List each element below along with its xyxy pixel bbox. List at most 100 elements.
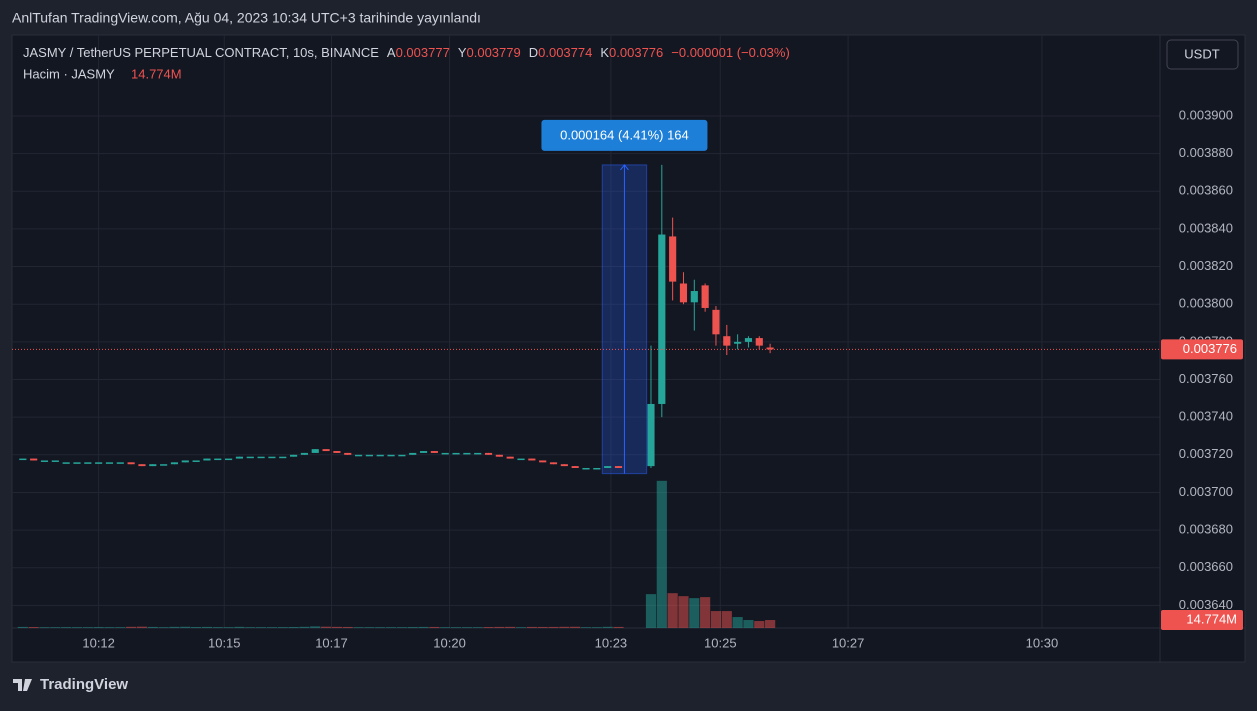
chart-legend: JASMY / TetherUS PERPETUAL CONTRACT, 10s…: [23, 45, 790, 60]
currency-label: USDT: [1184, 46, 1219, 61]
volume-bar: [212, 627, 223, 628]
volume-bar: [61, 627, 72, 628]
candle-body: [560, 464, 568, 467]
candle-body: [203, 458, 211, 461]
candle-body: [430, 451, 438, 453]
volume-bar: [331, 626, 342, 628]
volume-bar: [353, 627, 364, 628]
candle-body: [755, 338, 763, 346]
volume-bar: [450, 627, 462, 628]
candle-body: [484, 452, 493, 455]
volume-bar: [158, 627, 169, 628]
volume-bar: [580, 627, 592, 628]
volume-legend-value: 14.774M: [131, 66, 182, 81]
candle-body: [300, 452, 308, 455]
volume-bar: [570, 626, 581, 628]
candle-body: [170, 462, 179, 465]
ohlc-key: K: [600, 45, 609, 60]
x-tick-label: 10:12: [82, 635, 115, 650]
candle-body: [495, 454, 503, 457]
y-tick-label: 0.003760: [1179, 371, 1233, 386]
change-value: −0.000001 (−0.03%): [671, 45, 790, 60]
volume-bar: [82, 627, 93, 628]
volume-bar: [515, 627, 527, 628]
volume-bar: [548, 626, 559, 628]
candle-body: [138, 464, 146, 467]
page-header: AnlTufan TradingView.com, Ağu 04, 2023 1…: [12, 10, 481, 26]
y-tick-label: 0.003880: [1179, 145, 1233, 160]
candle-body: [604, 466, 612, 468]
candle-body: [744, 338, 753, 342]
volume-bar: [559, 626, 570, 628]
candle-body: [181, 460, 189, 463]
volume-bar: [710, 611, 722, 628]
volume-bar: [288, 626, 299, 628]
measure-label-box: [541, 119, 708, 151]
volume-bar: [602, 626, 613, 628]
candle-body: [766, 347, 774, 350]
volume-bar: [505, 626, 516, 628]
logo-mark: [13, 679, 32, 691]
measure-label: 0.000164 (4.41%) 164: [560, 127, 689, 142]
volume-bar: [461, 627, 472, 628]
y-tick-label: 0.003840: [1179, 220, 1233, 235]
candle-body: [614, 466, 623, 468]
candle-body: [127, 462, 135, 465]
y-tick-label: 0.003720: [1179, 446, 1233, 461]
ohlc-value: 0.003777: [396, 45, 450, 60]
candle-body: [116, 462, 124, 464]
candle-body: [593, 467, 601, 470]
ohlc-value: 0.003779: [467, 45, 521, 60]
volume-bar: [743, 620, 754, 628]
ohlc-key: Y: [458, 45, 467, 60]
candle-body: [376, 454, 384, 457]
ohlc-value: 0.003774: [538, 45, 592, 60]
volume-bar: [483, 627, 494, 628]
volume-bar: [385, 627, 397, 628]
volume-bar: [440, 627, 451, 628]
volume-bar: [494, 626, 505, 628]
candle-body: [679, 283, 688, 303]
volume-bar: [71, 627, 83, 628]
volume-bar: [418, 626, 429, 628]
candle-body: [105, 462, 114, 464]
candle-body: [463, 452, 471, 455]
candle-body: [712, 309, 720, 335]
volume-bar: [429, 626, 440, 628]
volume-bar: [375, 627, 386, 628]
ohlc-key: D: [529, 45, 538, 60]
tv-logo: TradingView: [13, 676, 128, 693]
volume-bar: [93, 627, 104, 628]
volume-bar: [721, 611, 732, 628]
ohlc-value: 0.003776: [609, 45, 663, 60]
volume-bar: [39, 627, 50, 628]
volume-bar: [689, 598, 700, 628]
volume-bar: [169, 626, 180, 628]
candle-body: [701, 285, 709, 308]
y-tick-label: 0.003900: [1179, 107, 1233, 122]
volume-value-box: [1161, 610, 1243, 631]
volume-bar: [180, 626, 191, 628]
candle-body: [40, 460, 49, 462]
candle-body: [517, 458, 525, 461]
candle-body: [62, 462, 70, 464]
volume-bar: [396, 627, 407, 628]
candle-body: [365, 454, 373, 457]
volume-bar: [310, 626, 321, 628]
y-tick-label: 0.003860: [1179, 183, 1233, 198]
candle-body: [571, 466, 579, 468]
volume-bar: [700, 597, 711, 628]
volume-bar: [245, 627, 256, 628]
candle-body: [214, 458, 222, 461]
x-tick-label: 10:27: [832, 635, 865, 650]
last-price-box: [1161, 339, 1243, 360]
candle-body: [354, 454, 363, 457]
volume-bar: [320, 626, 332, 628]
volume-bar: [678, 596, 689, 628]
currency-button[interactable]: [1166, 39, 1239, 70]
y-tick-label: 0.003640: [1179, 597, 1233, 612]
volume-bar: [201, 626, 213, 628]
x-tick-label: 10:25: [704, 635, 737, 650]
volume-bar: [765, 620, 776, 628]
